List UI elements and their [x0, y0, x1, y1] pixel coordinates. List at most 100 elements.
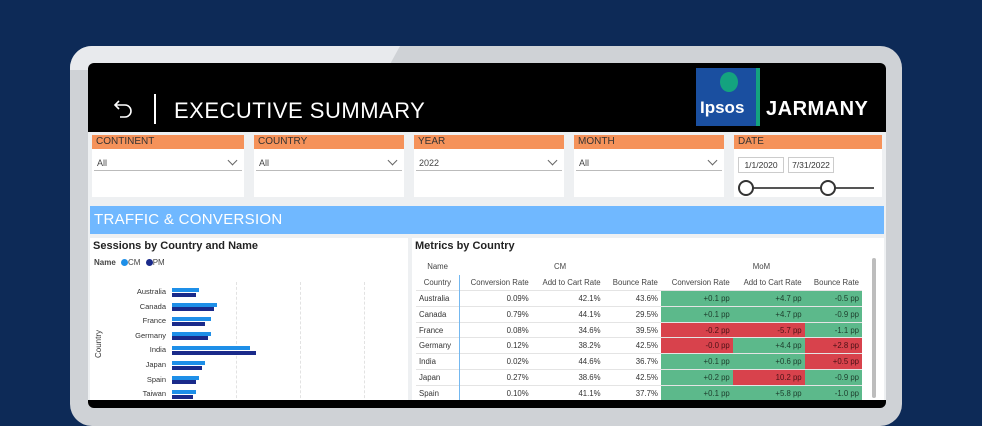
cm-metric-cell: 42.5% [603, 369, 661, 386]
mom-metric-cell: -0.2 pp [660, 321, 733, 338]
mom-metric-cell: +2.8 pp [804, 337, 862, 354]
table-scrollbar[interactable] [872, 258, 876, 398]
bar-pm[interactable] [172, 321, 205, 326]
continent-slicer[interactable]: CONTINENT All [92, 135, 244, 197]
cm-metric-cell: 29.5% [603, 305, 661, 323]
table-row[interactable]: Spain 0.10% 41.1% 37.7% +0.1 pp +5.8 pp -1.0 p… [416, 384, 862, 400]
table-row[interactable]: France 0.08% 34.6% 39.5% -0.2 pp -5.7 pp -1.1 … [416, 321, 862, 338]
continent-dropdown[interactable]: All [94, 155, 242, 171]
bar-pm[interactable] [172, 336, 208, 341]
cm-metric-cell: 41.1% [531, 384, 604, 400]
start-date-input[interactable]: 1/1/2020 [738, 157, 784, 173]
category-label: France [142, 316, 166, 326]
bar-pm[interactable] [172, 292, 196, 297]
column-header[interactable]: Bounce Rate [612, 277, 658, 287]
bar-cm[interactable] [172, 331, 211, 336]
bar-pm[interactable] [172, 380, 196, 385]
cm-metric-cell: 42.1% [531, 290, 604, 307]
cm-metric-cell: 38.6% [531, 369, 604, 386]
month-slicer[interactable]: MONTH All [574, 135, 724, 197]
bar-cm[interactable] [172, 346, 250, 351]
category-label: Australia [136, 287, 166, 296]
bar-pm[interactable] [172, 307, 214, 312]
page-title: EXECUTIVE SUMMARY [174, 98, 426, 123]
mom-metric-cell: +4.7 pp [732, 305, 805, 323]
country-cell: Canada [416, 305, 460, 323]
mom-metric-cell: -0.0 pp [660, 337, 733, 354]
legend-item-pm[interactable]: PM [152, 258, 165, 267]
column-header[interactable]: Conversion Rate [470, 277, 529, 287]
table-row[interactable]: Australia 0.09% 42.1% 43.6% +0.1 pp +4.7 pp -0… [416, 290, 862, 307]
column-header[interactable]: Add to Cart Rate [743, 277, 802, 287]
table-body: Australia 0.09% 42.1% 43.6% +0.1 pp +4.7 pp -0… [416, 290, 862, 400]
end-date-input[interactable]: 7/31/2022 [788, 157, 834, 173]
bar-pm[interactable] [172, 350, 256, 355]
mom-metric-cell: 10.2 pp [732, 369, 805, 386]
column-header[interactable]: Add to Cart Rate [542, 277, 601, 287]
country-dropdown[interactable]: All [256, 155, 402, 171]
year-dropdown[interactable]: 2022 [416, 155, 562, 171]
bar-cm[interactable] [172, 361, 205, 365]
bar-pm[interactable] [172, 365, 202, 370]
slicer-header: DATE [734, 135, 882, 149]
legend-item-cm[interactable]: CM [128, 258, 141, 267]
y-axis-title: Country [94, 329, 103, 358]
chart-legend: Name CM PM [90, 252, 408, 267]
bar-cm[interactable] [172, 390, 196, 395]
country-cell: Australia [416, 290, 460, 307]
table-row[interactable]: Germany 0.12% 38.2% 42.5% -0.0 pp +4.4 pp +2.8… [416, 337, 862, 354]
mom-group-header: MoM [752, 262, 771, 272]
column-header[interactable]: Bounce Rate [813, 277, 859, 287]
mom-metric-cell: +0.1 pp [660, 384, 733, 400]
bar-cm[interactable] [172, 375, 199, 380]
table-row[interactable]: Canada 0.79% 44.1% 29.5% +0.1 pp +4.7 pp -0.9 … [416, 305, 862, 323]
mom-metric-cell: -0.9 pp [804, 369, 862, 386]
date-range-track [746, 187, 874, 189]
table-row[interactable]: India 0.02% 44.6% 36.7% +0.1 pp +0.6 pp +0.5 p… [416, 353, 862, 370]
cm-metric-cell: 0.02% [459, 353, 532, 370]
end-date-handle[interactable] [820, 180, 836, 196]
category-label: Spain [146, 374, 166, 384]
bar-cm[interactable] [172, 317, 211, 322]
date-slicer[interactable]: DATE 1/1/2020 7/31/2022 [734, 135, 882, 197]
cm-metric-cell: 42.5% [603, 337, 661, 354]
cm-metric-cell: 39.5% [603, 321, 661, 338]
logo-mark-icon [720, 72, 738, 92]
mom-metric-cell: +0.1 pp [660, 290, 733, 307]
bar-cm[interactable] [172, 302, 217, 307]
mom-metric-cell: -5.7 pp [732, 321, 805, 338]
mom-metric-cell: +0.6 pp [732, 353, 805, 370]
column-header[interactable]: Country [416, 274, 460, 291]
logo-text: Ipsos [700, 98, 745, 117]
bar-cm[interactable] [172, 288, 199, 292]
mom-metric-cell: +4.7 pp [732, 290, 805, 307]
category-label: Taiwan [142, 389, 166, 399]
country-cell: France [416, 321, 460, 338]
back-arrow-icon[interactable] [112, 97, 134, 119]
country-slicer[interactable]: COUNTRY All [254, 135, 404, 197]
mom-metric-cell: +0.1 pp [660, 353, 733, 370]
category-label: Japan [145, 360, 166, 369]
start-date-handle[interactable] [738, 180, 754, 196]
month-dropdown[interactable]: All [576, 155, 722, 171]
mom-metric-cell: -0.9 pp [804, 305, 862, 323]
slicer-header: COUNTRY [254, 135, 404, 149]
brand-name: JARMANY [766, 98, 869, 120]
column-header[interactable]: Conversion Rate [671, 277, 730, 287]
cm-metric-cell: 38.2% [531, 337, 604, 354]
table-group-header: Name CM MoM [416, 259, 862, 275]
mom-metric-cell: +0.2 pp [660, 369, 733, 386]
gridline [300, 282, 301, 400]
year-slicer[interactable]: YEAR 2022 [414, 135, 564, 197]
cm-legend-swatch [121, 259, 129, 266]
mom-metric-cell: -1.0 pp [804, 384, 862, 400]
table-column-header: Country Conversion Rate Add to Cart Rate… [416, 274, 862, 291]
cm-metric-cell: 0.27% [459, 369, 532, 386]
gridline [236, 282, 237, 400]
chevron-down-icon [547, 155, 558, 166]
cm-metric-cell: 0.09% [459, 290, 532, 307]
bar-pm[interactable] [172, 394, 193, 399]
chart-title: Sessions by Country and Name [93, 240, 259, 252]
table-row[interactable]: Japan 0.27% 38.6% 42.5% +0.2 pp 10.2 pp -0.9 p… [416, 369, 862, 386]
country-cell: Spain [416, 384, 460, 400]
